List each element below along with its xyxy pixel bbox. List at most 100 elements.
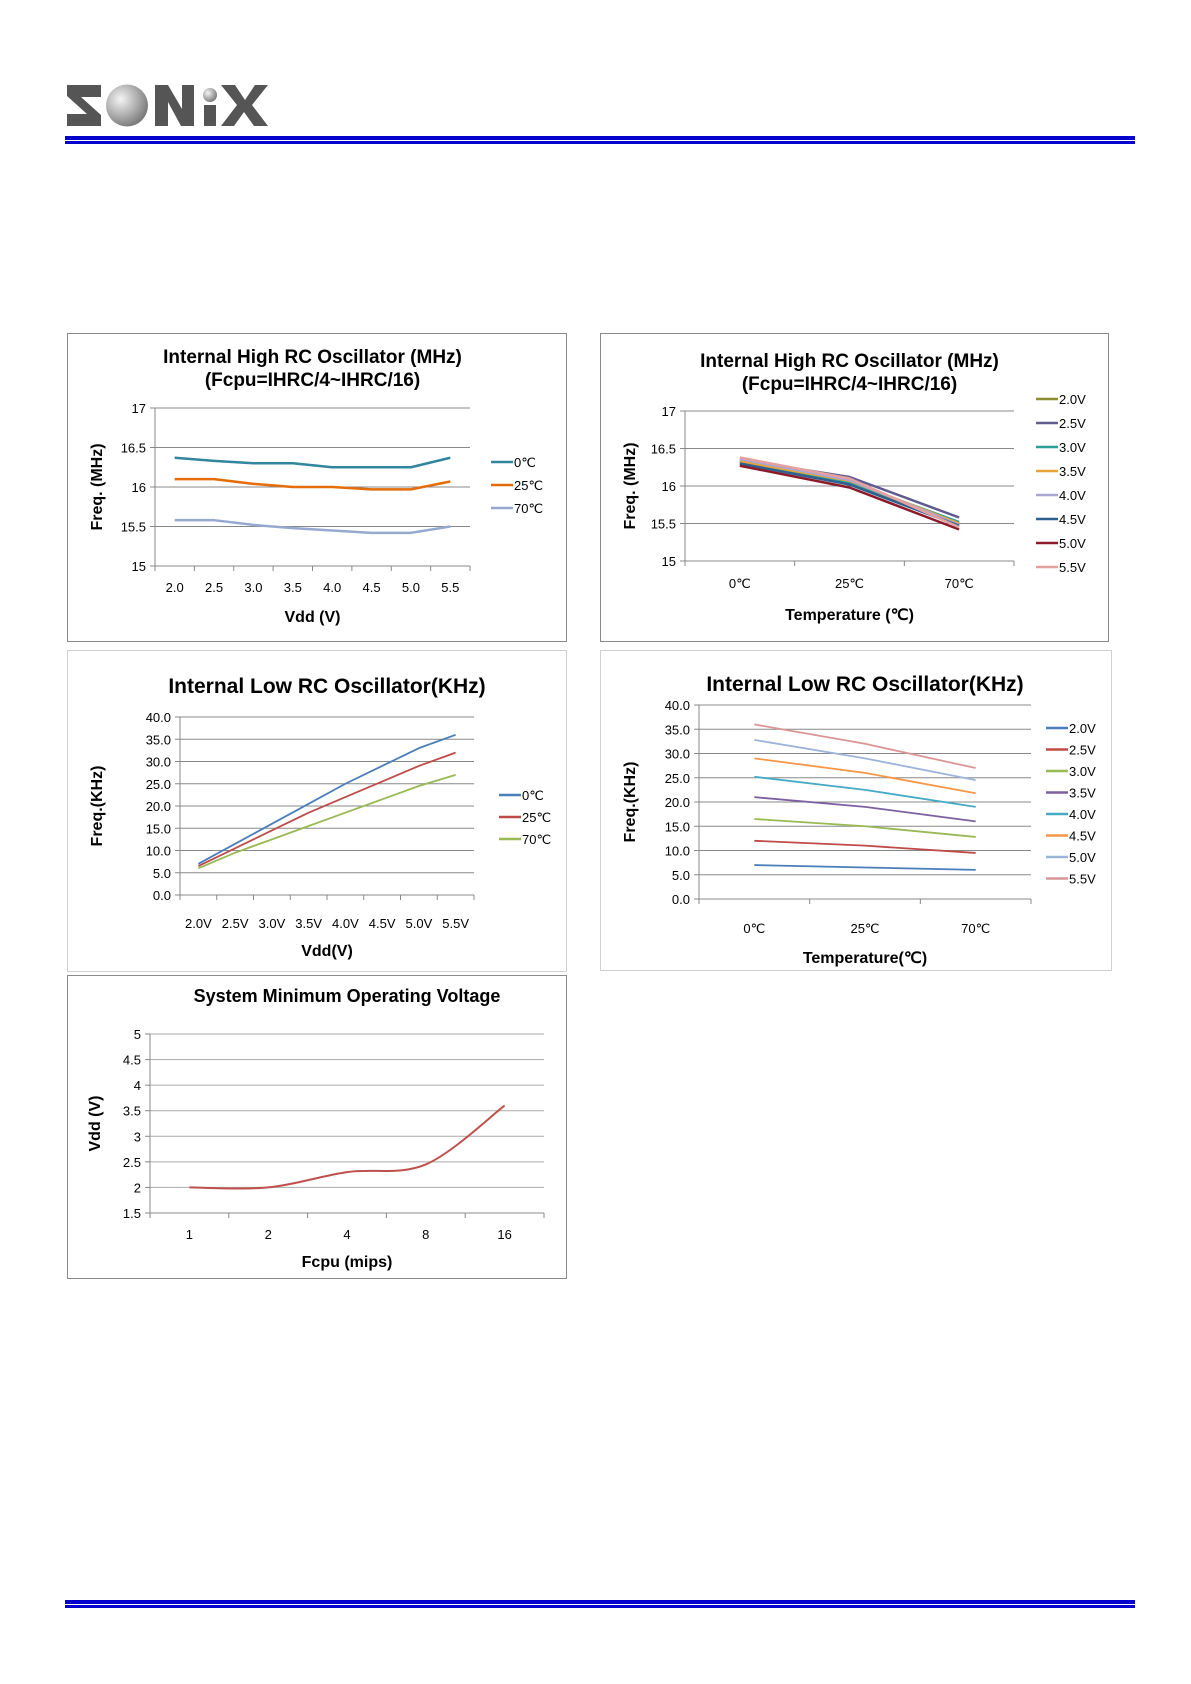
y-axis-label: Vdd (V) (87, 1096, 104, 1152)
y-tick-label: 15 (662, 554, 676, 569)
y-tick-label: 40.0 (146, 710, 171, 725)
series-line-2.0V (754, 864, 976, 871)
y-tick-label: 5 (134, 1027, 141, 1042)
y-tick-label: 15.5 (121, 520, 146, 535)
chart-title: Internal High RC Oscillator (MHz) (700, 351, 999, 372)
x-tick-label: 5.0 (402, 580, 420, 595)
y-tick-label: 35.0 (146, 732, 171, 747)
series-line-0 (174, 456, 451, 469)
chart-ihrc-vs-vdd: Internal High RC Oscillator (MHz) (Fcpu=I… (67, 333, 567, 642)
y-tick-label: 40.0 (665, 698, 690, 713)
x-tick-label: 25℃ (835, 576, 864, 591)
legend-label: 3.5V (1069, 786, 1096, 801)
y-tick-label: 4 (134, 1078, 141, 1093)
legend-label: 25℃ (514, 478, 543, 493)
legend-label: 0℃ (522, 788, 544, 803)
series-line-70 (198, 773, 456, 870)
x-tick-label: 3.0 (244, 580, 262, 595)
sonix-logo (65, 83, 270, 133)
y-tick-label: 3 (134, 1129, 141, 1144)
y-tick-label: 4.5 (123, 1053, 141, 1068)
y-tick-label: 10.0 (665, 844, 690, 859)
y-tick-label: 15.5 (651, 517, 676, 532)
y-tick-label: 16.5 (651, 442, 676, 457)
y-tick-label: 15.0 (146, 821, 171, 836)
legend-label: 4.0V (1059, 488, 1086, 503)
chart-svg: System Minimum Operating Voltage 1.5 2 2.5 3… (87, 986, 545, 1271)
legend-label: 3.0V (1059, 440, 1086, 455)
chart-title: (Fcpu=IHRC/4~IHRC/16) (742, 374, 957, 395)
y-tick-label: 0.0 (153, 888, 171, 903)
y-tick-label: 30.0 (146, 755, 171, 770)
y-axis-label: Freq.(KHz) (89, 766, 106, 847)
x-axis-label: Vdd (V) (285, 609, 341, 626)
x-tick-label: 0℃ (729, 576, 751, 591)
chart-svg: Internal Low RC Oscillator(KHz) 0.0 5.0 10.… (89, 675, 551, 960)
y-tick-label: 5.0 (153, 866, 171, 881)
chart-title: Internal Low RC Oscillator(KHz) (706, 673, 1023, 696)
y-tick-label: 17 (662, 404, 676, 419)
y-tick-label: 2.5 (123, 1155, 141, 1170)
x-tick-label: 2.0 (166, 580, 184, 595)
y-tick-label: 16.5 (121, 441, 146, 456)
series-line-25 (197, 751, 456, 867)
series-line-5.0V (739, 464, 960, 531)
legend-label: 4.0V (1069, 807, 1096, 822)
legend-label: 0℃ (514, 455, 536, 470)
legend-label: 5.0V (1059, 536, 1086, 551)
legend-label: 2.0V (1059, 392, 1086, 407)
x-tick-label: 5.0V (406, 916, 433, 931)
x-tick-label: 70℃ (961, 921, 990, 936)
chart-title: System Minimum Operating Voltage (194, 986, 501, 1006)
series-line-5.5V (739, 456, 960, 529)
series-line-3.0V (754, 818, 976, 838)
series-line-4.0V (754, 775, 976, 808)
series-line-5.0V (754, 739, 976, 782)
x-tick-label: 2.5V (222, 916, 249, 931)
x-tick-label: 3.5 (284, 580, 302, 595)
chart-ihrc-vs-temperature: Internal High RC Oscillator (MHz) (Fcpu=I… (600, 333, 1109, 642)
y-tick-label: 30.0 (665, 747, 690, 762)
x-tick-label: 8 (422, 1227, 429, 1242)
legend-label: 5.0V (1069, 850, 1096, 865)
chart-svg: Internal High RC Oscillator (MHz)(Fcpu=I… (89, 347, 543, 626)
legend-label: 3.5V (1059, 464, 1086, 479)
y-tick-label: 1.5 (123, 1206, 141, 1221)
header-rule-bottom (65, 141, 1135, 144)
y-tick-label: 25.0 (665, 771, 690, 786)
header-rule-top (65, 136, 1135, 140)
x-tick-label: 25℃ (850, 921, 879, 936)
y-tick-label: 16 (662, 479, 676, 494)
y-tick-label: 17 (132, 401, 146, 416)
series-line-25 (174, 477, 451, 491)
y-tick-label: 0.0 (672, 892, 690, 907)
x-tick-label: 4 (343, 1227, 350, 1242)
legend-label: 5.5V (1059, 560, 1086, 575)
x-tick-label: 3.0V (259, 916, 286, 931)
footer-rule-bottom (65, 1605, 1135, 1608)
x-tick-label: 4.5 (363, 580, 381, 595)
chart-svg: Internal High RC Oscillator (MHz)(Fcpu=I… (622, 351, 1086, 624)
x-tick-label: 2.5 (205, 580, 223, 595)
x-tick-label: 3.5V (295, 916, 322, 931)
x-tick-label: 2.0V (185, 916, 212, 931)
x-tick-label: 16 (497, 1227, 511, 1242)
x-tick-label: 5.5V (442, 916, 469, 931)
x-tick-label: 4.0V (332, 916, 359, 931)
y-tick-label: 15.0 (665, 819, 690, 834)
legend-label: 4.5V (1069, 829, 1096, 844)
y-axis-label: Freq. (MHz) (622, 442, 639, 529)
legend-label: 25℃ (522, 810, 551, 825)
y-tick-label: 25.0 (146, 777, 171, 792)
chart-title: Internal Low RC Oscillator(KHz) (168, 675, 485, 698)
y-tick-label: 15 (132, 559, 146, 574)
x-axis-label: Temperature (℃) (785, 607, 914, 624)
legend-label: 4.5V (1059, 512, 1086, 527)
x-axis-label: Fcpu (mips) (302, 1254, 393, 1271)
x-axis-label: Temperature(℃) (803, 950, 927, 967)
x-tick-label: 4.0 (323, 580, 341, 595)
x-axis-label: Vdd(V) (301, 943, 353, 960)
x-tick-label: 5.5 (441, 580, 459, 595)
footer-rule-top (65, 1600, 1135, 1604)
chart-title: Internal High RC Oscillator (MHz) (163, 347, 462, 368)
